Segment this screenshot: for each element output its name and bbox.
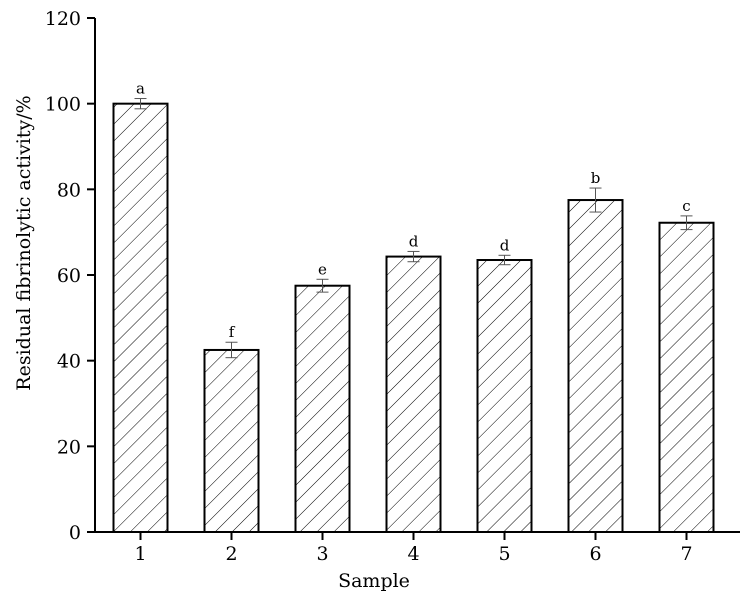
bar-sample-4 — [385, 255, 442, 533]
x-tick-label: 5 — [498, 543, 510, 565]
x-tick-label: 1 — [134, 543, 146, 565]
x-tick-label: 6 — [589, 543, 601, 565]
x-tick-label: 4 — [407, 543, 419, 565]
significance-label: c — [682, 197, 690, 215]
y-tick-label: 120 — [45, 8, 81, 30]
bar-sample-6 — [567, 199, 624, 534]
y-axis-title: Residual fibrinolytic activity/% — [13, 95, 35, 390]
x-tick-label: 2 — [225, 543, 237, 565]
bar-sample-7 — [658, 221, 715, 533]
significance-label: a — [136, 80, 145, 98]
axes: 0 20 40 60 80 100 120 — [45, 8, 740, 544]
x-tick-label: 3 — [316, 543, 328, 565]
y-tick-label: 0 — [69, 522, 81, 544]
bar-sample-3 — [294, 284, 351, 534]
y-tick-label: 60 — [57, 265, 81, 287]
bar-sample-2 — [203, 348, 260, 534]
x-axis-title: Sample — [338, 570, 410, 592]
bar-sample-1 — [112, 102, 169, 534]
significance-label: d — [500, 236, 510, 254]
significance-label: e — [318, 260, 327, 278]
x-tick-label: 7 — [680, 543, 692, 565]
y-tick-label: 20 — [57, 436, 81, 458]
bars-group — [112, 98, 715, 534]
significance-label: b — [591, 169, 601, 187]
y-tick-label: 80 — [57, 179, 81, 201]
significance-label: f — [229, 323, 236, 341]
y-tick-label: 100 — [45, 94, 81, 116]
y-tick-label: 40 — [57, 351, 81, 373]
bar-sample-5 — [476, 259, 533, 533]
labels-group: 1 a 2 f 3 e 4 d 5 d 6 b 7 c — [134, 80, 692, 565]
significance-label: d — [409, 232, 419, 250]
